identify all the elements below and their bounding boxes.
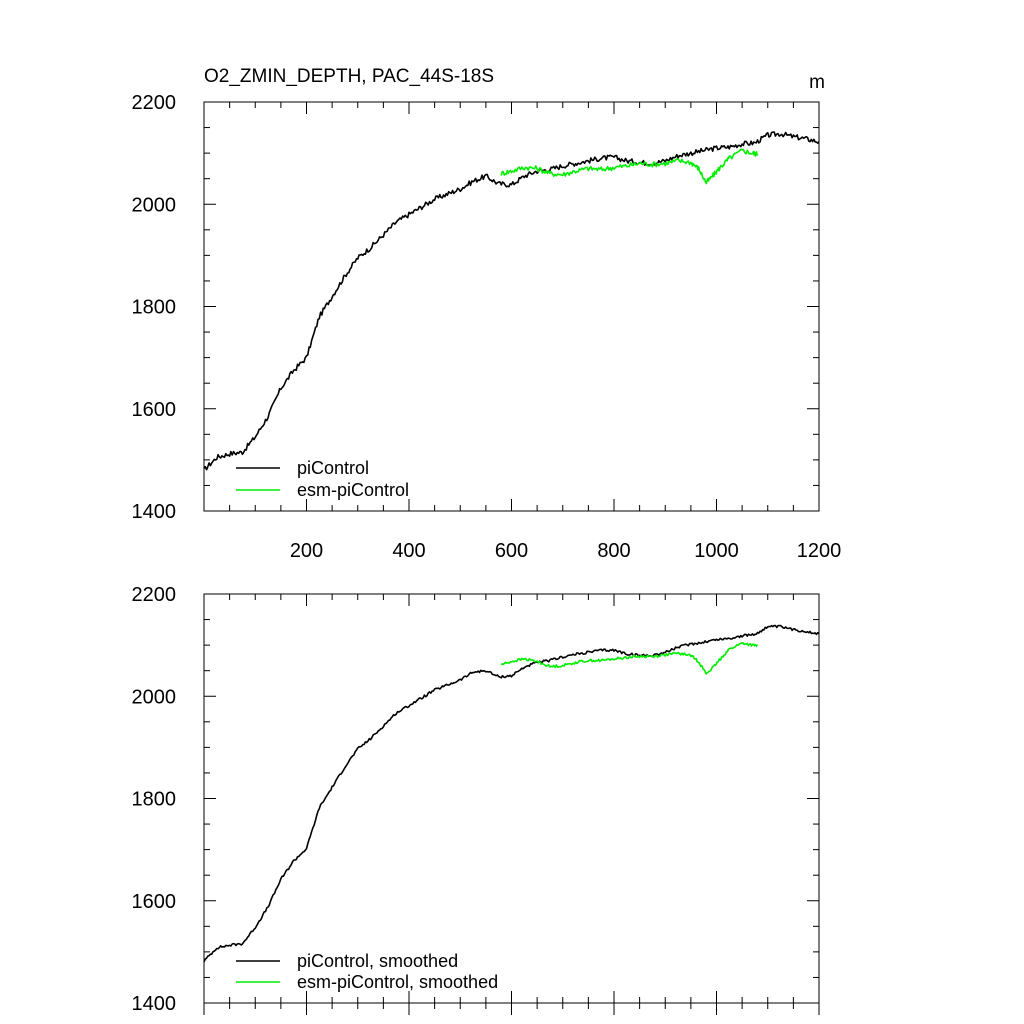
- y-tick-label: 1600: [132, 891, 177, 913]
- units-label: m: [809, 72, 825, 93]
- y-tick-label: 1600: [132, 399, 177, 421]
- x-tick-label: 600: [495, 540, 528, 562]
- x-tick-label: 1000: [694, 540, 739, 562]
- x-tick-label: 400: [392, 540, 425, 562]
- legend-label: piControl: [297, 458, 369, 478]
- legend-label: esm-piControl, smoothed: [297, 972, 498, 992]
- plot-frame: [203, 593, 820, 1004]
- series-line-picontrol-smoothed: [203, 624, 820, 963]
- x-tick-label: 200: [290, 540, 323, 562]
- chart-title: O2_ZMIN_DEPTH, PAC_44S-18S: [204, 66, 494, 87]
- bottom-panel: 1400 1600 1800 2000 2200 piControl, smoothede…: [132, 584, 820, 1015]
- y-tick-label: 1800: [132, 789, 177, 811]
- y-tick-label: 2000: [132, 686, 177, 708]
- series-line-esm-picontrol: [500, 148, 759, 185]
- y-tick-label: 1800: [132, 297, 177, 319]
- legend-label: esm-piControl: [297, 480, 409, 500]
- y-tick-label: 1400: [132, 993, 177, 1015]
- legend-label: piControl, smoothed: [297, 951, 458, 971]
- series-line-picontrol: [203, 131, 820, 471]
- top-panel: 1400 1600 1800 2000 2200 200 400 600 800 1000 1200…: [132, 66, 842, 562]
- x-tick-label: 1200: [797, 540, 842, 562]
- plot-frame: [203, 101, 820, 512]
- x-tick-label: 800: [597, 540, 630, 562]
- y-tick-label: 2200: [132, 92, 177, 114]
- y-tick-label: 2200: [132, 584, 177, 606]
- y-tick-label: 1400: [132, 501, 177, 523]
- series-line-esm-picontrol-smoothed: [500, 641, 758, 675]
- y-tick-label: 2000: [132, 194, 177, 216]
